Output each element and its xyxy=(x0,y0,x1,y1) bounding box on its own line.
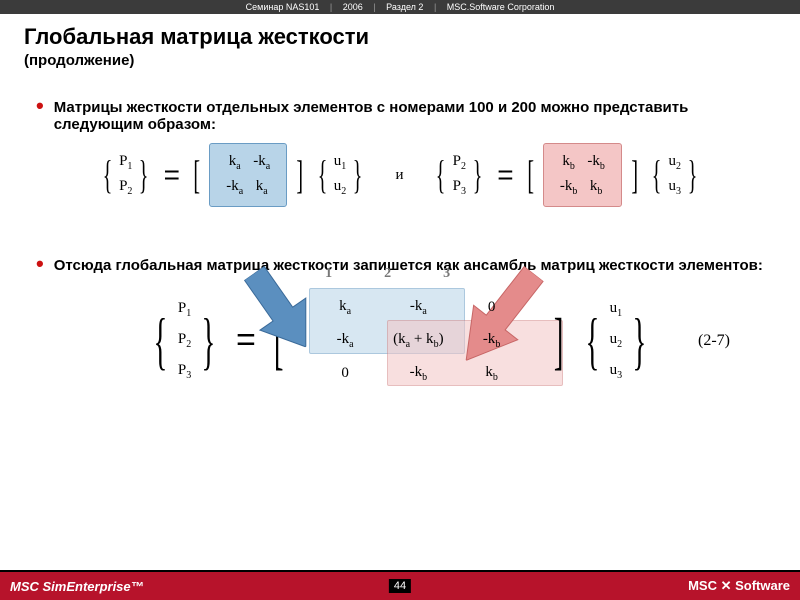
equation-row-small: { P1P2 } = [ ka-ka -kaka ] { u1u2 } и { … xyxy=(30,143,770,207)
u-vector-2: { u2u3 } xyxy=(647,151,702,199)
k-matrix-a: ka-ka -kaka xyxy=(209,143,287,207)
p-vector-big: { P1P2P3 } xyxy=(145,298,224,383)
seminar-label: Семинар NAS101 xyxy=(242,2,324,12)
year-label: 2006 xyxy=(339,2,367,12)
section-label: Раздел 2 xyxy=(382,2,427,12)
k-matrix-b: kb-kb -kbkb xyxy=(543,143,622,207)
page-title: Глобальная матрица жесткости xyxy=(24,24,776,50)
footer-left: MSC SimEnterprise™ xyxy=(10,579,144,594)
bullet-1: • Матрицы жесткости отдельных элементов … xyxy=(36,99,770,133)
bullet-dot-icon: • xyxy=(36,99,44,133)
col-label-3: 3 xyxy=(443,266,450,282)
equals-2: = xyxy=(493,159,517,191)
top-bar: Семинар NAS101 | 2006 | Раздел 2 | MSC.S… xyxy=(0,0,800,14)
equals-1: = xyxy=(160,159,184,191)
col-label-2: 2 xyxy=(384,266,391,282)
equation-number: (2-7) xyxy=(698,332,730,350)
p-vector-1: { P1P2 } xyxy=(98,151,154,199)
bullet-1-text: Матрицы жесткости отдельных элементов с … xyxy=(54,99,770,133)
global-k-matrix: 1 2 3 ka-ka0 -ka(ka + kb)-kb 0-kbkb xyxy=(297,284,539,397)
p-vector-2: { P2P3 } xyxy=(431,151,487,199)
and-separator: и xyxy=(373,167,425,184)
page-number: 44 xyxy=(389,579,411,593)
u-vector-big: { u1u2u3 } xyxy=(577,298,655,383)
bullet-dot-icon: • xyxy=(36,257,44,274)
col-label-1: 1 xyxy=(325,266,332,282)
footer-bar: MSC SimEnterprise™ 44 MSC ✕ Software xyxy=(0,570,800,600)
footer-right: MSC ✕ Software xyxy=(688,578,790,594)
equation-big: { P1P2P3 } = [ 1 2 3 ka-ka0 -ka(ka + kb)… xyxy=(30,284,770,397)
u-vector-1: { u1u2 } xyxy=(313,151,368,199)
page-subtitle: (продолжение) xyxy=(24,52,776,69)
title-area: Глобальная матрица жесткости (продолжени… xyxy=(0,14,800,73)
org-label: MSC.Software Corporation xyxy=(443,2,559,12)
